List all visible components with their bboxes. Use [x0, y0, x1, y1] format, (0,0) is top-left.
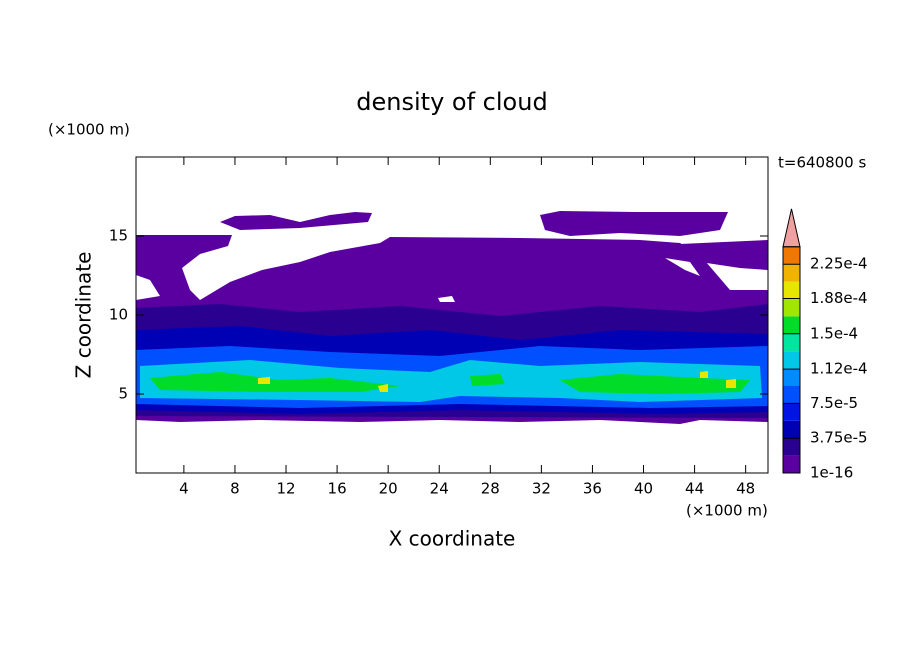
colorbar-band: [783, 386, 800, 404]
cloud-region: [150, 372, 750, 394]
colorbar-band: [783, 455, 800, 473]
cloud-region: [438, 258, 700, 302]
chart-title: density of cloud: [356, 88, 547, 116]
y-tick-label: 15: [109, 227, 128, 245]
colorbar-tick-label: 1e-16: [810, 464, 853, 482]
x-tick-label: 12: [276, 480, 295, 498]
x-tick-label: 28: [481, 480, 500, 498]
x-tick-label: 8: [230, 480, 240, 498]
colorbar-tick-label: 7.5e-5: [810, 394, 858, 412]
colorbar-band: [783, 299, 800, 317]
colorbar-band: [783, 316, 800, 334]
y-axis-label: Z coordinate: [72, 252, 96, 379]
y-tick-label: 10: [109, 306, 128, 324]
colorbar-extend: [782, 208, 801, 248]
colorbar-band: [783, 281, 800, 299]
x-tick-label: 32: [532, 480, 551, 498]
x-tick-label: 20: [379, 480, 398, 498]
y-tick-label: 5: [118, 385, 128, 403]
colorbar-band: [783, 264, 800, 282]
colorbar-tick-label: 1.12e-4: [810, 360, 868, 378]
colorbar-band: [783, 246, 800, 265]
x-tick-label: 4: [179, 480, 189, 498]
colorbar-tick-label: 3.75e-5: [810, 429, 868, 447]
x-tick-label: 40: [634, 480, 653, 498]
colorbar-band: [783, 368, 800, 386]
x-axis-label: X coordinate: [389, 527, 516, 551]
x-tick-label: 24: [430, 480, 449, 498]
cloud-region: [220, 211, 768, 270]
colorbar-band: [783, 403, 800, 421]
x-unit: (×1000 m): [686, 502, 768, 520]
colorbar-band: [783, 351, 800, 369]
y-unit: (×1000 m): [48, 121, 130, 139]
x-tick-label: 16: [328, 480, 347, 498]
colorbar-tick-label: 1.88e-4: [810, 289, 868, 307]
colorbar-tick-label: 1.5e-4: [810, 324, 858, 342]
x-tick-label: 36: [583, 480, 602, 498]
x-tick-label: 44: [685, 480, 704, 498]
colorbar-band: [783, 420, 800, 439]
time-annotation: t=640800 s: [778, 154, 866, 172]
contour-field: [136, 211, 768, 424]
x-tick-label: 48: [736, 480, 755, 498]
colorbar-band: [783, 333, 800, 352]
colorbar-band: [783, 438, 800, 456]
colorbar-tick-label: 2.25e-4: [810, 255, 868, 273]
